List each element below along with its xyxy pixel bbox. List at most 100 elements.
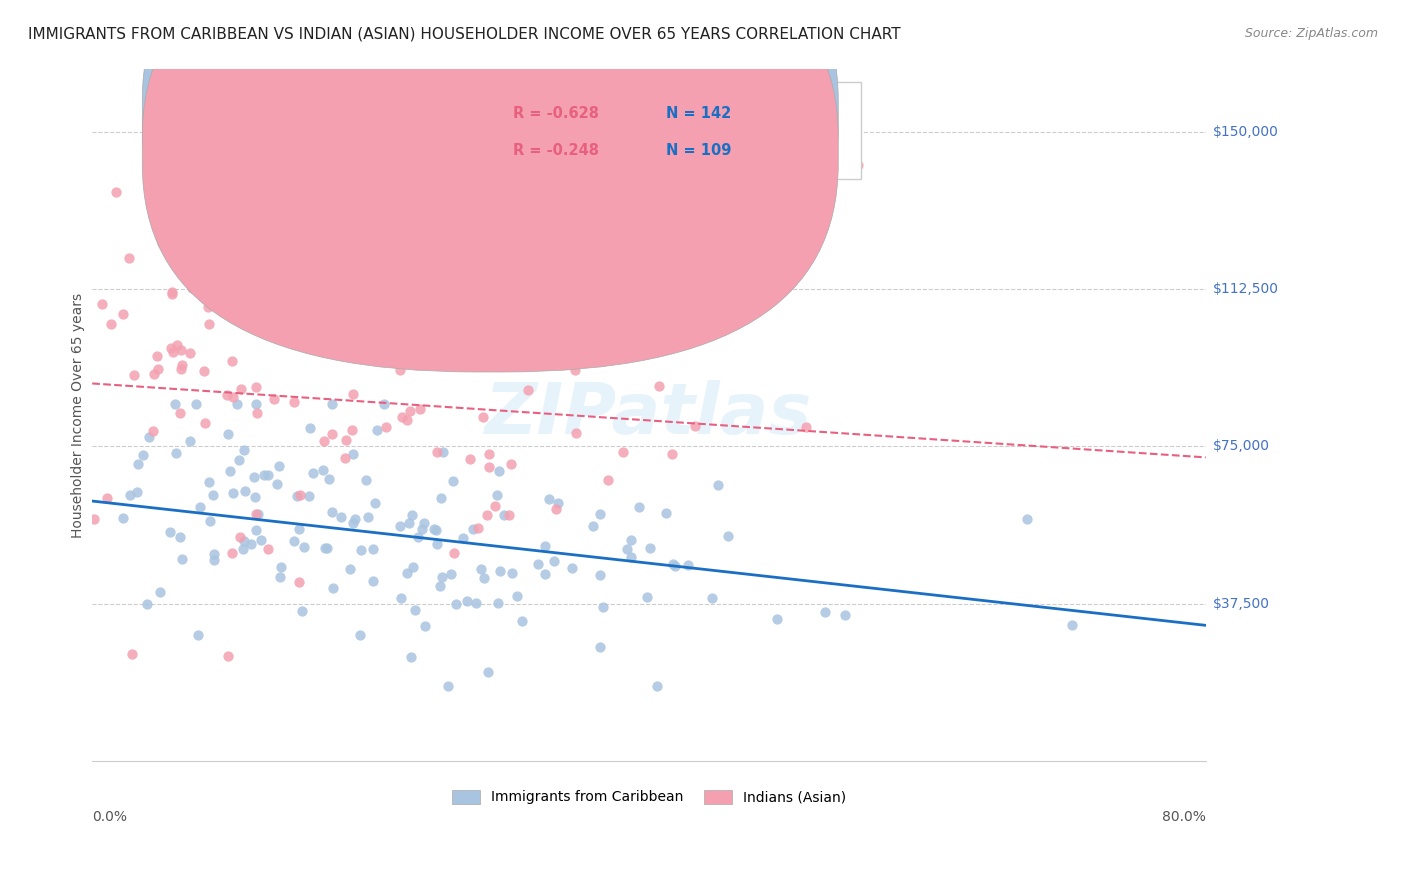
Point [477, 665, 499, 680]
Point [270, 559, 292, 574]
Point [122, 368, 145, 383]
Point [333, 450, 356, 465]
Point [160, 285, 183, 299]
Point [266, 477, 288, 491]
Point [170, 361, 193, 376]
Y-axis label: Householder Income Over 65 years: Householder Income Over 65 years [72, 293, 86, 538]
Point [118, 252, 141, 266]
Point [314, 194, 336, 208]
Point [231, 164, 253, 178]
Point [312, 434, 335, 449]
Point [470, 562, 492, 576]
Point [253, 468, 276, 483]
Point [1060, 618, 1083, 632]
Point [685, 418, 707, 433]
Text: N = 142: N = 142 [665, 106, 731, 121]
Point [190, 500, 212, 514]
Point [561, 560, 583, 574]
Point [478, 460, 501, 475]
Point [339, 562, 361, 576]
Point [335, 433, 357, 447]
Point [125, 485, 148, 500]
Point [568, 229, 591, 244]
Point [405, 338, 427, 352]
Text: Source: ZipAtlas.com: Source: ZipAtlas.com [1244, 27, 1378, 40]
Point [707, 477, 730, 491]
Point [162, 345, 184, 359]
Point [232, 541, 254, 556]
Point [430, 491, 453, 506]
Point [398, 516, 420, 531]
Point [413, 516, 436, 530]
Point [187, 627, 209, 641]
Point [430, 570, 453, 584]
Point [453, 531, 475, 545]
Point [443, 546, 465, 560]
Point [349, 628, 371, 642]
Point [366, 423, 388, 437]
Point [149, 584, 172, 599]
Point [232, 534, 254, 549]
Point [127, 457, 149, 471]
FancyBboxPatch shape [142, 0, 838, 372]
Point [257, 468, 280, 483]
Point [172, 359, 194, 373]
Point [342, 447, 364, 461]
Point [444, 597, 467, 611]
Point [201, 488, 224, 502]
Point [267, 459, 290, 474]
Point [564, 426, 586, 441]
Point [432, 444, 454, 458]
Point [269, 570, 291, 584]
Point [288, 522, 311, 536]
Text: 80.0%: 80.0% [1161, 810, 1206, 824]
Point [288, 487, 311, 501]
Point [350, 543, 373, 558]
Point [288, 574, 311, 589]
Point [309, 232, 332, 246]
Point [218, 464, 240, 478]
Point [292, 540, 315, 554]
Point [676, 558, 699, 572]
Point [467, 520, 489, 534]
Legend: Immigrants from Caribbean, Indians (Asian): Immigrants from Caribbean, Indians (Asia… [446, 784, 852, 810]
Point [135, 597, 157, 611]
Point [179, 434, 201, 448]
Point [458, 452, 481, 467]
Point [551, 252, 574, 266]
Point [461, 522, 484, 536]
Point [396, 566, 419, 580]
Point [169, 343, 191, 357]
Point [526, 271, 548, 285]
Point [391, 409, 413, 424]
Point [322, 581, 344, 595]
Point [314, 541, 336, 556]
Point [247, 508, 270, 522]
Point [512, 614, 534, 628]
Text: ZIPatlas: ZIPatlas [485, 381, 813, 450]
Point [464, 596, 486, 610]
Point [311, 334, 333, 349]
Point [638, 541, 661, 556]
Point [238, 287, 260, 301]
Point [589, 640, 612, 654]
Point [402, 559, 425, 574]
Point [146, 362, 169, 376]
Point [215, 388, 238, 402]
Point [162, 286, 184, 301]
Point [423, 522, 446, 536]
Point [456, 593, 478, 607]
Point [619, 549, 641, 564]
Point [401, 508, 423, 522]
Point [605, 343, 627, 358]
Point [396, 413, 419, 427]
Point [83, 512, 105, 526]
Point [526, 557, 548, 571]
Point [245, 397, 267, 411]
Point [104, 185, 127, 199]
Point [664, 559, 686, 574]
Text: R = -0.248: R = -0.248 [513, 143, 599, 158]
Point [484, 500, 506, 514]
Point [655, 506, 678, 520]
Text: $150,000: $150,000 [1212, 125, 1278, 138]
